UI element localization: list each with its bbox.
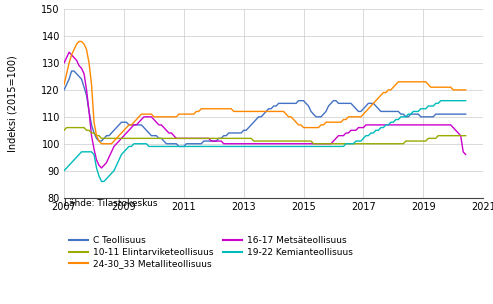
Legend: C Teollisuus, 10-11 Elintarviketeollisuus, 24-30_33 Metalliteollisuus, 16-17 Met: C Teollisuus, 10-11 Elintarviketeollisuu… xyxy=(69,236,353,268)
Y-axis label: Indeksi (2015=100): Indeksi (2015=100) xyxy=(8,55,18,152)
Text: Lähde: Tilastokeskus: Lähde: Tilastokeskus xyxy=(64,199,158,209)
